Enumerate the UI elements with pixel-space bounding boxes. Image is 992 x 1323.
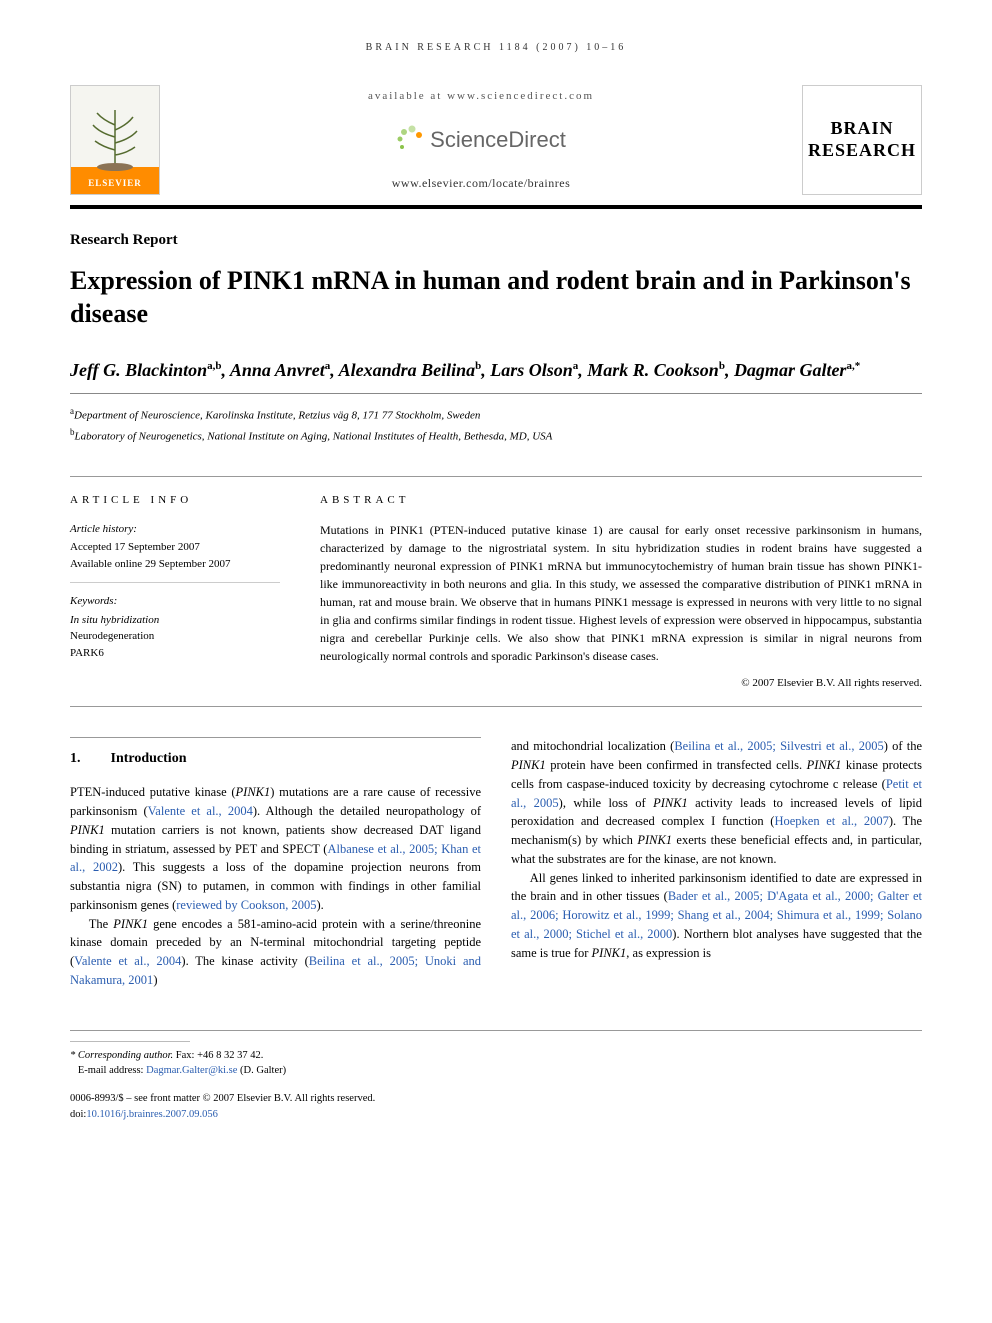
- doi-line: doi:10.1016/j.brainres.2007.09.056: [70, 1107, 922, 1123]
- elsevier-name: ELSEVIER: [88, 177, 142, 191]
- keyword-item: In situ hybridization: [70, 612, 280, 629]
- body-paragraph: All genes linked to inherited parkinsoni…: [511, 869, 922, 963]
- section-number: 1.: [70, 748, 81, 769]
- sciencedirect-text: ScienceDirect: [430, 123, 566, 156]
- sciencedirect-logo[interactable]: ScienceDirect: [396, 123, 566, 156]
- body-column-right: and mitochondrial localization (Beilina …: [511, 737, 922, 989]
- running-head: BRAIN RESEARCH 1184 (2007) 10–16: [70, 40, 922, 55]
- journal-logo-line1: BRAIN: [830, 118, 893, 140]
- keyword-item: Neurodegeneration: [70, 628, 280, 645]
- article-info-panel: ARTICLE INFO Article history: Accepted 1…: [70, 492, 280, 691]
- info-abstract-row: ARTICLE INFO Article history: Accepted 1…: [70, 476, 922, 707]
- body-column-left: 1. Introduction PTEN-induced putative ki…: [70, 737, 481, 989]
- abstract-text: Mutations in PINK1 (PTEN-induced putativ…: [320, 521, 922, 665]
- keywords-label: Keywords:: [70, 593, 280, 610]
- body-paragraph: PTEN-induced putative kinase (PINK1) mut…: [70, 783, 481, 914]
- article-type: Research Report: [70, 229, 922, 252]
- section-title: Introduction: [111, 748, 187, 769]
- body-paragraph: and mitochondrial localization (Beilina …: [511, 737, 922, 868]
- footer-block: * Corresponding author. Fax: +46 8 32 37…: [70, 1030, 922, 1123]
- available-at-text: available at www.sciencedirect.com: [180, 88, 782, 105]
- abstract-heading: ABSTRACT: [320, 492, 922, 509]
- authors-list: Jeff G. Blackintona,b, Anna Anvreta, Ale…: [70, 356, 922, 385]
- journal-logo-line2: RESEARCH: [808, 140, 916, 162]
- doi-link[interactable]: 10.1016/j.brainres.2007.09.056: [86, 1109, 218, 1120]
- article-history-block: Article history: Accepted 17 September 2…: [70, 521, 280, 584]
- keyword-item: PARK6: [70, 645, 280, 662]
- email-line: E-mail address: Dagmar.Galter@ki.se (D. …: [70, 1063, 922, 1079]
- corresponding-author: * Corresponding author. Fax: +46 8 32 37…: [70, 1048, 922, 1064]
- front-matter-line: 0006-8993/$ – see front matter © 2007 El…: [70, 1091, 922, 1107]
- body-columns: 1. Introduction PTEN-induced putative ki…: [70, 737, 922, 989]
- header-center: available at www.sciencedirect.com Scien…: [160, 88, 802, 192]
- email-link[interactable]: Dagmar.Galter@ki.se: [146, 1065, 237, 1076]
- accepted-date: Accepted 17 September 2007: [70, 539, 280, 556]
- header-band: ELSEVIER available at www.sciencedirect.…: [70, 85, 922, 209]
- journal-logo: BRAIN RESEARCH: [802, 85, 922, 195]
- footer-separator: [70, 1041, 190, 1042]
- article-info-heading: ARTICLE INFO: [70, 492, 280, 509]
- author-separator: [70, 393, 922, 394]
- affiliation-line: aDepartment of Neuroscience, Karolinska …: [70, 404, 922, 425]
- history-label: Article history:: [70, 521, 280, 538]
- journal-url[interactable]: www.elsevier.com/locate/brainres: [180, 174, 782, 192]
- elsevier-tree-icon: [85, 105, 145, 175]
- page-container: BRAIN RESEARCH 1184 (2007) 10–16 ELSEVIE…: [0, 0, 992, 1153]
- elsevier-logo: ELSEVIER: [70, 85, 160, 195]
- keywords-block: Keywords: In situ hybridization Neurodeg…: [70, 593, 280, 671]
- body-paragraph: The PINK1 gene encodes a 581-amino-acid …: [70, 915, 481, 990]
- section-heading-intro: 1. Introduction: [70, 737, 481, 769]
- abstract-copyright: © 2007 Elsevier B.V. All rights reserved…: [320, 675, 922, 692]
- affiliation-line: bLaboratory of Neurogenetics, National I…: [70, 425, 922, 446]
- sciencedirect-icon: [396, 125, 424, 153]
- abstract-panel: ABSTRACT Mutations in PINK1 (PTEN-induce…: [320, 492, 922, 691]
- article-title: Expression of PINK1 mRNA in human and ro…: [70, 264, 922, 332]
- available-online-date: Available online 29 September 2007: [70, 556, 280, 573]
- affiliations: aDepartment of Neuroscience, Karolinska …: [70, 404, 922, 447]
